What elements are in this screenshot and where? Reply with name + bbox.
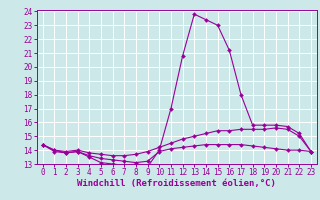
X-axis label: Windchill (Refroidissement éolien,°C): Windchill (Refroidissement éolien,°C) <box>77 179 276 188</box>
